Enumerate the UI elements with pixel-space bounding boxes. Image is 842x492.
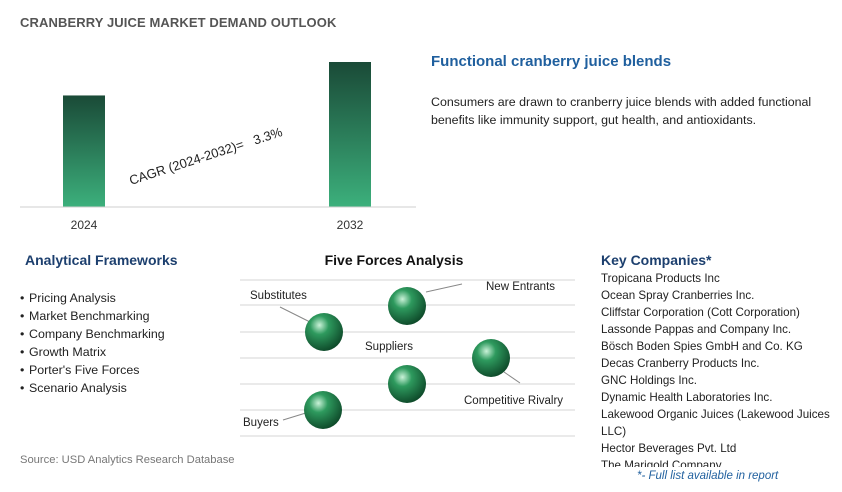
framework-item: Market Benchmarking	[20, 307, 165, 325]
company-item: Hector Beverages Pvt. Ltd	[601, 442, 737, 455]
frameworks-title: Analytical Frameworks	[25, 252, 178, 268]
companies-list: Tropicana Products Inc Ocean Spray Cranb…	[601, 270, 831, 467]
market-bar-chart: 2024 2032 CAGR (2024-2032)= 3.3%	[20, 62, 416, 232]
companies-list-container: Tropicana Products Inc Ocean Spray Cranb…	[601, 270, 831, 467]
company-item: Ocean Spray Cranberries Inc.	[601, 289, 755, 302]
frameworks-list: Pricing Analysis Market Benchmarking Com…	[20, 289, 165, 397]
company-item: Bösch Boden Spies GmbH and Co. KG	[601, 340, 803, 353]
five-forces-diagram: Five Forces Analysis Substitutes New Ent…	[240, 252, 575, 437]
company-item: Decas Cranberry Products Inc.	[601, 357, 760, 370]
company-item: The Marigold Company	[601, 459, 722, 467]
source-note: Source: USD Analytics Research Database	[20, 454, 235, 466]
label-new-entrants: New Entrants	[486, 281, 555, 293]
framework-item: Porter's Five Forces	[20, 361, 165, 379]
company-item: Lassonde Pappas and Company Inc.	[601, 323, 792, 336]
framework-item: Growth Matrix	[20, 343, 165, 361]
company-item: Lakewood Organic Juices (Lakewood Juices…	[601, 408, 830, 438]
framework-item: Pricing Analysis	[20, 289, 165, 307]
bar-2032	[329, 62, 371, 207]
framework-item: Company Benchmarking	[20, 325, 165, 343]
companies-title: Key Companies*	[601, 252, 712, 268]
label-suppliers: Suppliers	[365, 341, 413, 353]
cagr-annotation: CAGR (2024-2032)= 3.3%	[127, 124, 284, 188]
sphere-suppliers	[388, 365, 426, 403]
bar-2024	[63, 95, 105, 207]
company-item: Tropicana Products Inc	[601, 272, 720, 285]
tick-label-2032: 2032	[337, 218, 364, 232]
company-item: Dynamic Health Laboratories Inc.	[601, 391, 773, 404]
sphere-competitive-rivalry	[472, 339, 510, 377]
sphere-new-entrants	[388, 287, 426, 325]
feature-text: Consumers are drawn to cranberry juice b…	[431, 95, 812, 127]
sphere-buyers	[304, 391, 342, 429]
five-forces-title: Five Forces Analysis	[325, 252, 464, 268]
label-substitutes: Substitutes	[250, 290, 307, 302]
company-item: Cliffstar Corporation (Cott Corporation)	[601, 306, 800, 319]
sphere-substitutes	[305, 313, 343, 351]
full-list-note: *- Full list available in report	[637, 470, 779, 482]
feature-title: Functional cranberry juice blends	[431, 53, 672, 70]
page-title: CRANBERRY JUICE MARKET DEMAND OUTLOOK	[20, 15, 337, 30]
tick-label-2024: 2024	[71, 218, 98, 232]
company-item: GNC Holdings Inc.	[601, 374, 698, 387]
label-competitive-rivalry: Competitive Rivalry	[464, 395, 563, 407]
framework-item: Scenario Analysis	[20, 379, 165, 397]
label-buyers: Buyers	[243, 417, 279, 429]
